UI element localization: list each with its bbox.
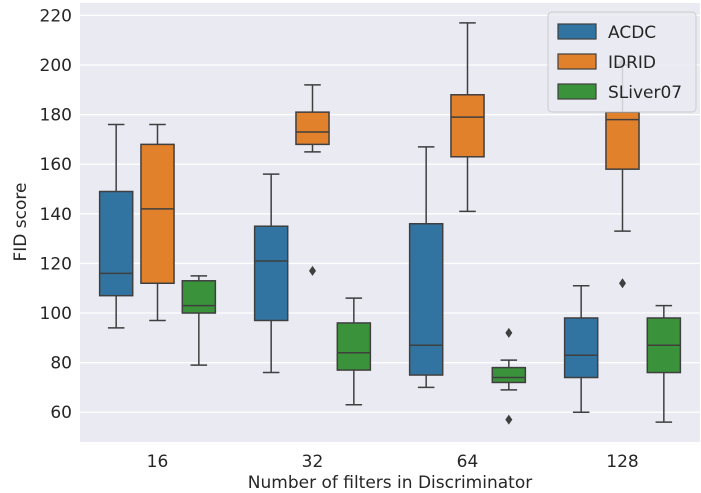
box-sliver07-32 <box>336 297 372 406</box>
x-tick-label: 32 <box>302 452 324 472</box>
legend-swatch <box>557 53 597 70</box>
legend-label: IDRID <box>608 53 656 73</box>
box-groups <box>98 22 682 425</box>
outlier-point <box>309 265 316 276</box>
x-axis-label: Number of filters in Discriminator <box>248 473 532 493</box>
outlier-point <box>505 327 513 338</box>
box-idrid-16 <box>140 123 175 322</box>
y-tick-label: 220 <box>40 6 72 26</box>
box-iqr <box>450 94 485 158</box>
box-sliver07-128 <box>646 304 682 423</box>
box-idrid-32 <box>295 84 330 276</box>
y-tick-label: 140 <box>40 205 72 225</box>
y-axis-label: FID score <box>11 183 31 262</box>
box-iqr <box>181 280 217 314</box>
legend: ACDC IDRID SLiver07 <box>547 11 697 113</box>
box-acdc-16 <box>98 123 134 329</box>
y-tick-label: 100 <box>40 304 72 324</box>
y-tick-label: 80 <box>50 354 72 374</box>
box-iqr <box>295 111 330 146</box>
x-tick-label: 64 <box>457 452 479 472</box>
box-sliver07-16 <box>181 275 217 366</box>
box-idrid-64 <box>450 22 485 213</box>
y-tick-label: 160 <box>40 155 72 175</box>
box-iqr <box>140 143 175 285</box>
y-tick-label: 60 <box>50 403 72 423</box>
box-acdc-128 <box>563 284 599 413</box>
outlier-point <box>619 278 626 289</box>
box-iqr <box>98 190 134 297</box>
box-iqr <box>563 317 599 379</box>
box-iqr <box>605 111 640 170</box>
y-tick-label: 180 <box>40 106 72 126</box>
x-tick-labels: 16 32 64 128 <box>147 452 639 472</box>
box-acdc-64 <box>408 146 444 389</box>
legend-swatch <box>557 83 597 100</box>
legend-swatch <box>557 23 597 40</box>
box-idrid-128 <box>605 57 640 289</box>
legend-label: ACDC <box>608 23 656 43</box>
box-iqr <box>336 322 372 371</box>
y-tick-label: 200 <box>40 56 72 76</box>
box-iqr <box>491 366 527 384</box>
box-iqr <box>408 222 444 376</box>
box-acdc-32 <box>253 173 289 374</box>
outlier-point <box>505 414 513 425</box>
legend-label: SLiver07 <box>608 83 682 103</box>
x-tick-label: 16 <box>147 452 169 472</box>
box-sliver07-64 <box>491 327 527 425</box>
y-tick-label: 120 <box>40 254 72 274</box>
y-tick-labels: 60 80 100 120 140 160 180 200 220 <box>40 6 72 423</box>
x-tick-label: 128 <box>606 452 638 472</box>
box-iqr <box>253 225 289 322</box>
